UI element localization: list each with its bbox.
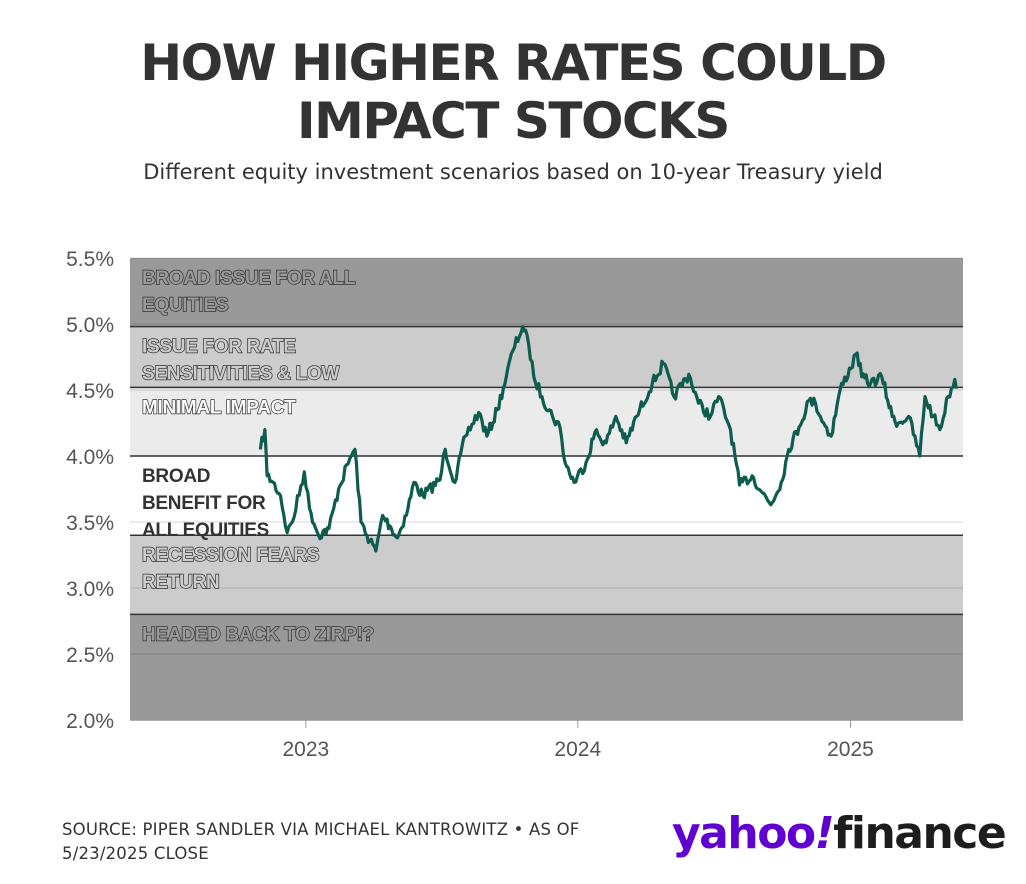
x-tick-label-2: 2024 (554, 738, 601, 761)
chart-title-line-1: HOW HIGHER RATES COULD (140, 34, 887, 92)
chart-title-line-2: IMPACT STOCKS (297, 92, 730, 150)
chart-title: HOW HIGHER RATES COULD IMPACT STOCKS (0, 34, 1026, 150)
zone-band-5 (130, 535, 963, 615)
logo-finance: finance (833, 808, 1007, 859)
source-line-2: 5/23/2025 CLOSE (62, 844, 209, 863)
zone-label-1-line-2: EQUITIES (142, 295, 228, 316)
yield-chart: BROAD ISSUE FOR ALL EQUITIES ISSUE FOR RAT… (66, 248, 963, 761)
zone-label-5-line-2: RETURN (142, 572, 219, 593)
y-tick-label-7: 5.0% (66, 314, 114, 337)
zone-labels: BROAD ISSUE FOR ALL EQUITIES ISSUE FOR RAT… (141, 267, 375, 646)
x-tick-label-3: 2025 (827, 738, 874, 761)
y-tick-label-4: 3.5% (66, 512, 114, 535)
y-tick-label-6: 4.5% (66, 380, 114, 403)
zone-band-6 (130, 614, 963, 720)
zone-label-2-line-3: QUALITY (142, 391, 224, 412)
zone-band-1 (130, 258, 963, 327)
zone-label-4-line-2: BENEFIT FOR (142, 493, 266, 514)
yahoo-finance-logo: yahoo!finance (672, 808, 1007, 859)
zone-label-2-line-2: SENSITIVITIES & LOW (142, 364, 339, 385)
gridlines (130, 257, 963, 728)
zone-label-4-line-3: ALL EQUITIES (142, 520, 269, 541)
y-axis: 2.0% 2.5% 3.0% 3.5% 4.0% 4.5% 5.0% 5.5% (66, 248, 114, 733)
logo-bang: ! (814, 808, 835, 859)
zone-label-5-line-1: RECESSION FEARS (142, 545, 319, 566)
zone-label-4-line-1: BROAD (142, 466, 210, 487)
zone-label-2-line-1: ISSUE FOR RATE (142, 337, 296, 358)
x-tick-label-1: 2023 (282, 738, 329, 761)
y-tick-label-5: 4.0% (66, 446, 114, 469)
source-line-1: SOURCE: PIPER SANDLER VIA MICHAEL KANTRO… (62, 820, 580, 839)
chart-subtitle: Different equity investment scenarios ba… (143, 160, 883, 184)
y-tick-label-8: 5.5% (66, 248, 114, 271)
y-tick-label-2: 2.5% (66, 644, 114, 667)
zone-band-4 (130, 456, 963, 536)
zone-label-1-line-1: BROAD ISSUE FOR ALL (142, 268, 356, 289)
logo-yahoo: yahoo (672, 808, 816, 859)
zone-label-3-line-1: MINIMAL IMPACT (142, 397, 296, 418)
y-tick-label-1: 2.0% (66, 710, 114, 733)
zone-band-2 (130, 326, 963, 388)
yield-line (258, 325, 958, 553)
y-tick-label-3: 3.0% (66, 578, 114, 601)
x-axis: 2023 2024 2025 (282, 738, 873, 761)
yield-line-layer (258, 325, 958, 553)
source-note: SOURCE: PIPER SANDLER VIA MICHAEL KANTRO… (62, 818, 662, 866)
zone-label-6-line-1: HEADED BACK TO ZIRP!? (142, 624, 374, 645)
